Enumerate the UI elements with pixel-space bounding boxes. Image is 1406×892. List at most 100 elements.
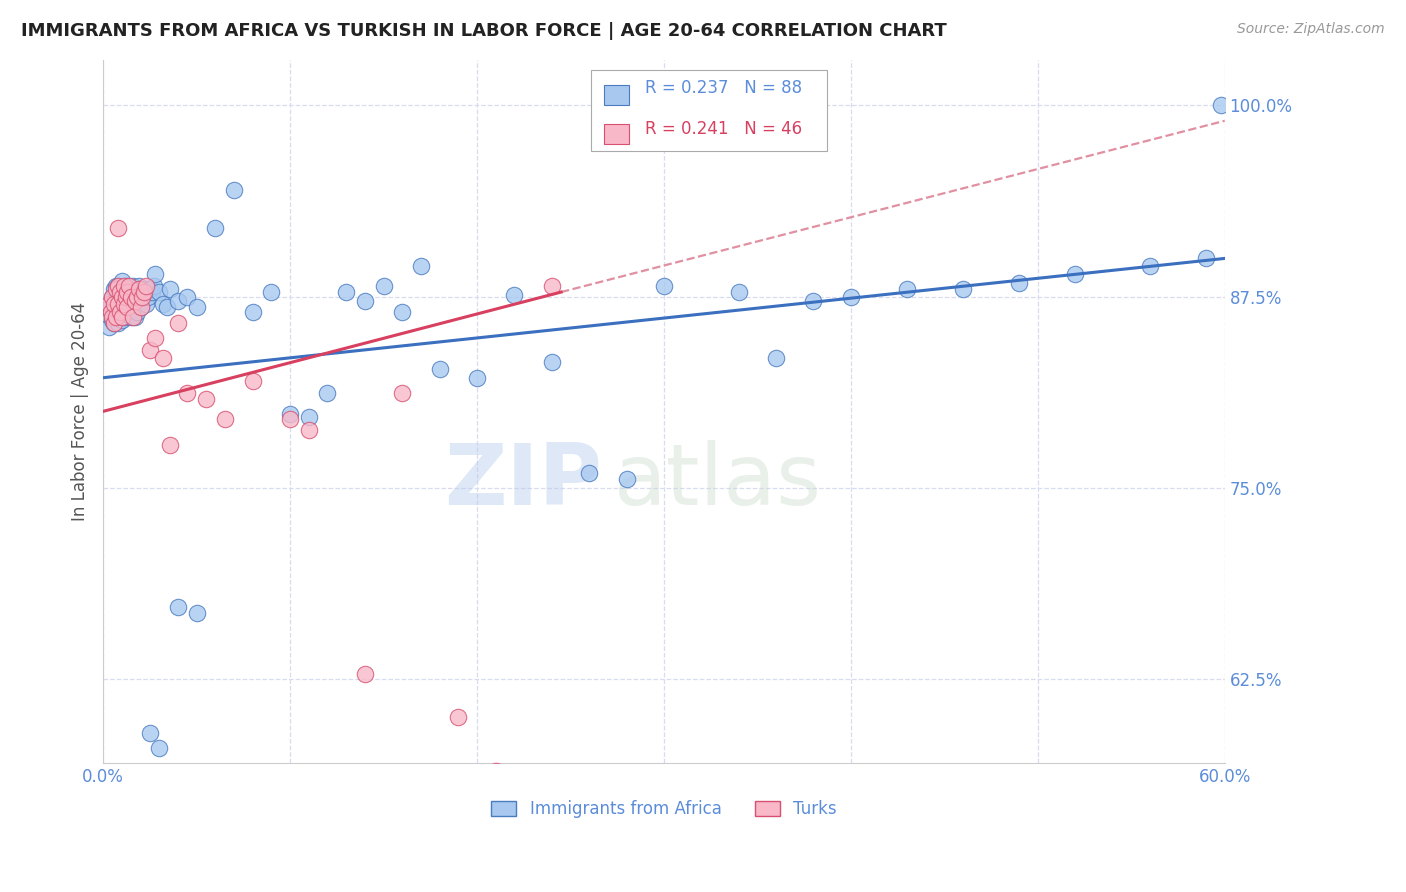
Point [1008, 276, 1031, 290]
Point [578, 466, 600, 480]
Point [101, 310, 124, 324]
Point [111, 310, 134, 324]
Point [100, 305, 122, 319]
Point [803, 294, 825, 309]
Point [117, 279, 139, 293]
Point [391, 305, 413, 319]
Point [120, 290, 142, 304]
Point [117, 285, 139, 299]
Point [540, 279, 562, 293]
Point [131, 290, 153, 304]
Point [139, 343, 162, 358]
Point [97, 320, 120, 334]
Point [141, 285, 163, 299]
Point [122, 301, 145, 315]
Point [194, 392, 217, 406]
Point [103, 316, 125, 330]
Point [242, 374, 264, 388]
Point [124, 294, 146, 309]
Point [222, 183, 245, 197]
Point [145, 267, 167, 281]
Point [105, 310, 128, 324]
Point [97, 297, 120, 311]
Point [186, 301, 208, 315]
Point [103, 297, 125, 311]
Point [100, 305, 122, 319]
Point [101, 290, 124, 304]
Point [447, 710, 470, 724]
Y-axis label: In Labor Force | Age 20-64: In Labor Force | Age 20-64 [72, 301, 89, 521]
Point [111, 290, 134, 304]
Text: ZIP: ZIP [444, 441, 602, 524]
Point [129, 301, 152, 315]
Point [103, 316, 125, 330]
Point [167, 316, 190, 330]
Point [204, 220, 226, 235]
Point [129, 301, 152, 315]
Point [167, 294, 190, 309]
Point [129, 285, 152, 299]
Point [765, 351, 787, 365]
Point [111, 294, 134, 309]
Point [122, 279, 145, 293]
Point [159, 438, 181, 452]
Point [120, 290, 142, 304]
Point [112, 297, 135, 311]
Point [108, 285, 131, 299]
Point [107, 279, 129, 293]
Point [176, 290, 198, 304]
Point [540, 355, 562, 369]
Point [125, 305, 148, 319]
Point [896, 282, 918, 296]
Point [298, 423, 321, 437]
Point [176, 386, 198, 401]
Point [107, 297, 129, 311]
Point [429, 361, 451, 376]
Point [839, 290, 862, 304]
Point [148, 285, 170, 299]
Point [373, 279, 395, 293]
Point [124, 285, 146, 299]
Point [139, 282, 162, 296]
Point [727, 285, 749, 299]
Point [107, 316, 129, 330]
Point [107, 279, 129, 293]
Point [114, 310, 136, 324]
Point [465, 370, 488, 384]
Point [108, 305, 131, 319]
Point [139, 725, 162, 739]
Point [335, 285, 357, 299]
Point [101, 312, 124, 326]
Point [952, 282, 974, 296]
Point [652, 279, 675, 293]
Point [316, 386, 339, 401]
Point [136, 290, 159, 304]
Point [112, 282, 135, 296]
Point [117, 301, 139, 315]
Point [391, 386, 413, 401]
Point [148, 740, 170, 755]
Point [108, 285, 131, 299]
Point [122, 310, 145, 324]
Point [1195, 252, 1218, 266]
Point [118, 285, 141, 299]
Point [145, 331, 167, 345]
Point [111, 274, 134, 288]
Point [616, 472, 638, 486]
Text: IMMIGRANTS FROM AFRICA VS TURKISH IN LABOR FORCE | AGE 20-64 CORRELATION CHART: IMMIGRANTS FROM AFRICA VS TURKISH IN LAB… [21, 22, 946, 40]
Point [105, 279, 128, 293]
Point [152, 351, 174, 365]
Point [353, 294, 375, 309]
Point [186, 606, 208, 620]
Point [101, 290, 124, 304]
Point [131, 290, 153, 304]
Text: Source: ZipAtlas.com: Source: ZipAtlas.com [1237, 22, 1385, 37]
Point [485, 764, 508, 778]
Point [103, 301, 125, 315]
Point [298, 410, 321, 425]
Point [167, 600, 190, 615]
Point [128, 279, 150, 293]
Text: R = 0.241   N = 46: R = 0.241 N = 46 [645, 120, 801, 137]
Point [134, 285, 156, 299]
Point [156, 301, 179, 315]
